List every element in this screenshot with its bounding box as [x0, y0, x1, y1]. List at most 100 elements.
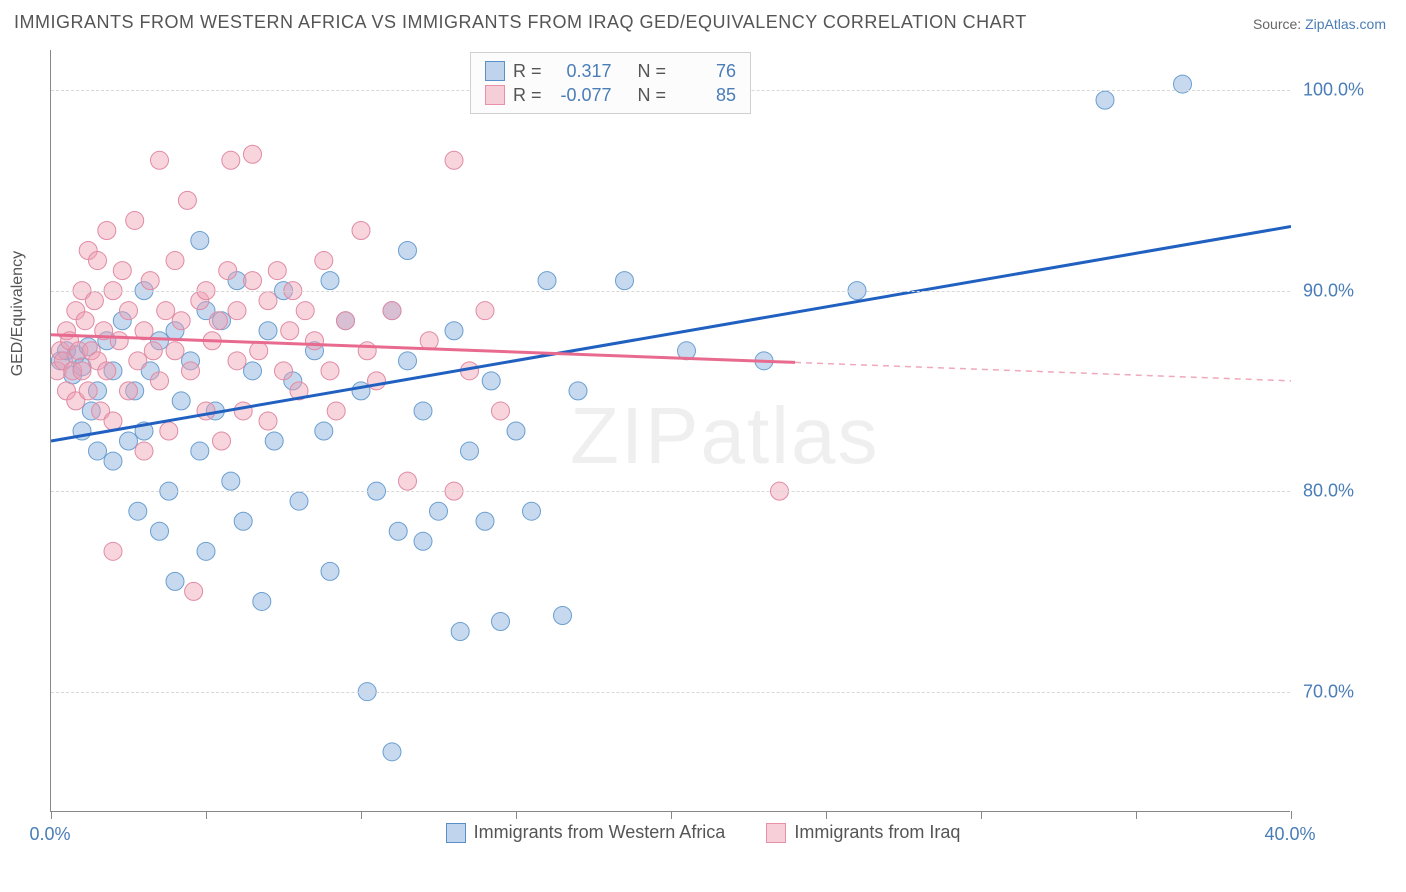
data-point: [98, 362, 116, 380]
x-tick: [826, 811, 827, 819]
data-point: [197, 402, 215, 420]
data-point: [383, 302, 401, 320]
data-point: [492, 613, 510, 631]
data-point: [1096, 91, 1114, 109]
data-point: [213, 432, 231, 450]
data-point: [209, 312, 227, 330]
data-point: [166, 252, 184, 270]
data-point: [79, 382, 97, 400]
data-point: [352, 382, 370, 400]
swatch-icon: [485, 61, 505, 81]
data-point: [197, 542, 215, 560]
r-value: -0.077: [550, 83, 612, 107]
x-tick: [671, 811, 672, 819]
swatch-icon: [446, 823, 466, 843]
data-point: [160, 422, 178, 440]
y-tick-label: 100.0%: [1303, 80, 1364, 101]
data-point: [244, 272, 262, 290]
trend-line: [51, 226, 1291, 441]
data-point: [151, 372, 169, 390]
y-tick-label: 90.0%: [1303, 280, 1354, 301]
correlation-legend: R = 0.317 N = 76 R = -0.077 N = 85: [470, 52, 751, 114]
y-axis-label: GED/Equivalency: [9, 251, 27, 376]
chart-title: IMMIGRANTS FROM WESTERN AFRICA VS IMMIGR…: [14, 12, 1027, 33]
x-tick-label: 0.0%: [29, 824, 70, 845]
x-tick: [361, 811, 362, 819]
series-name: Immigrants from Western Africa: [474, 822, 726, 843]
data-point: [104, 452, 122, 470]
x-tick: [516, 811, 517, 819]
data-point: [250, 342, 268, 360]
data-point: [222, 472, 240, 490]
data-point: [321, 362, 339, 380]
data-point: [445, 322, 463, 340]
data-point: [166, 572, 184, 590]
data-point: [414, 532, 432, 550]
data-point: [135, 442, 153, 460]
gridline: [51, 291, 1290, 292]
data-point: [259, 292, 277, 310]
source-prefix: Source:: [1253, 16, 1305, 32]
data-point: [383, 743, 401, 761]
data-point: [358, 342, 376, 360]
source-link[interactable]: ZipAtlas.com: [1305, 16, 1386, 32]
data-point: [352, 221, 370, 239]
data-point: [120, 302, 138, 320]
data-point: [85, 292, 103, 310]
r-label: R =: [513, 59, 542, 83]
n-label: N =: [638, 59, 667, 83]
data-point: [244, 362, 262, 380]
y-tick-label: 80.0%: [1303, 481, 1354, 502]
n-label: N =: [638, 83, 667, 107]
data-point: [219, 262, 237, 280]
data-point: [268, 262, 286, 280]
data-point: [306, 332, 324, 350]
n-value: 85: [674, 83, 736, 107]
data-point: [151, 151, 169, 169]
data-point: [296, 302, 314, 320]
data-point: [523, 502, 541, 520]
data-point: [430, 502, 448, 520]
legend-item-series-2: Immigrants from Iraq: [766, 822, 960, 843]
data-point: [98, 221, 116, 239]
data-point: [461, 442, 479, 460]
data-point: [228, 302, 246, 320]
data-point: [120, 432, 138, 450]
data-point: [476, 302, 494, 320]
r-value: 0.317: [550, 59, 612, 83]
data-point: [222, 151, 240, 169]
data-point: [321, 562, 339, 580]
legend-row-series-1: R = 0.317 N = 76: [485, 59, 736, 83]
gridline: [51, 692, 1290, 693]
data-point: [315, 252, 333, 270]
data-point: [76, 312, 94, 330]
x-tick: [51, 811, 52, 819]
data-point: [321, 272, 339, 290]
scatter-chart: [51, 50, 1291, 812]
data-point: [259, 412, 277, 430]
data-point: [420, 332, 438, 350]
series-legend: Immigrants from Western Africa Immigrant…: [0, 822, 1406, 848]
data-point: [191, 232, 209, 250]
data-point: [554, 606, 572, 624]
data-point: [337, 312, 355, 330]
data-point: [234, 512, 252, 530]
data-point: [228, 352, 246, 370]
legend-row-series-2: R = -0.077 N = 85: [485, 83, 736, 107]
data-point: [166, 342, 184, 360]
legend-item-series-1: Immigrants from Western Africa: [446, 822, 726, 843]
data-point: [113, 262, 131, 280]
data-point: [290, 492, 308, 510]
data-point: [89, 252, 107, 270]
data-point: [507, 422, 525, 440]
data-point: [141, 272, 159, 290]
data-point: [327, 402, 345, 420]
data-point: [569, 382, 587, 400]
data-point: [482, 372, 500, 390]
data-point: [275, 362, 293, 380]
data-point: [104, 412, 122, 430]
data-point: [151, 522, 169, 540]
data-point: [476, 512, 494, 530]
data-point: [185, 582, 203, 600]
data-point: [129, 502, 147, 520]
